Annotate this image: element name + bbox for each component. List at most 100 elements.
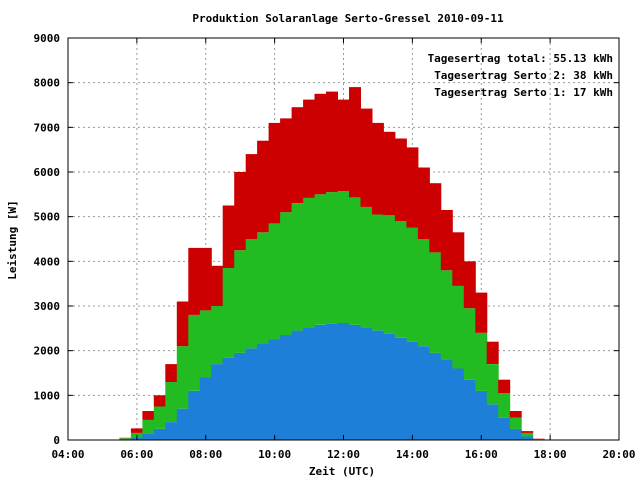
bar-segment <box>349 197 361 325</box>
bar-segment <box>463 379 476 440</box>
x-tick-label: 18:00 <box>534 448 567 461</box>
x-tick-label: 04:00 <box>51 448 84 461</box>
bars <box>119 87 545 440</box>
x-tick-label: 12:00 <box>327 448 360 461</box>
legend-entry: Tagesertrag total: 55.13 kWh <box>428 52 613 65</box>
bar-segment <box>394 138 407 222</box>
bar-segment <box>440 210 453 271</box>
bar-segment <box>176 408 189 440</box>
bar-segment <box>394 221 407 338</box>
bar-segment <box>303 327 316 440</box>
bar-segment <box>199 377 212 440</box>
bar-segment <box>383 131 396 216</box>
x-tick-label: 08:00 <box>189 448 222 461</box>
legend-entry: Tagesertrag Serto 2: 38 kWh <box>434 69 613 82</box>
bar-segment <box>291 107 304 204</box>
bar-segment <box>245 239 258 349</box>
bar-segment <box>371 214 384 331</box>
bar-segment <box>521 436 534 440</box>
bar-segment <box>153 395 166 407</box>
bar-segment <box>509 411 522 418</box>
bar-segment <box>417 167 430 239</box>
bar-segment <box>268 223 281 340</box>
bar-segment <box>360 206 373 328</box>
bar-segment <box>463 308 476 380</box>
bar-segment <box>199 247 212 311</box>
x-tick-label: 20:00 <box>602 448 635 461</box>
bar-segment <box>188 247 201 315</box>
bar-segment <box>280 118 293 213</box>
bar-segment <box>326 91 338 193</box>
y-axis: 0 1000 2000 3000 4000 5000 6000 7000 8000 9000 <box>34 32 619 447</box>
bar-segment <box>429 252 442 353</box>
bar-segment <box>142 411 155 420</box>
bar-segment <box>452 368 465 440</box>
x-axis-label: Zeit (UTC) <box>309 465 375 478</box>
bar-segment <box>257 344 270 440</box>
bar-segment <box>165 381 178 423</box>
bar-segment <box>303 197 316 328</box>
bar-segment <box>417 239 430 347</box>
y-tick-label: 8000 <box>34 77 61 90</box>
bar-segment <box>326 192 338 324</box>
bar-segment <box>452 232 465 286</box>
bar-segment <box>394 337 407 440</box>
bar-segment <box>211 364 224 440</box>
bar-segment <box>337 99 350 192</box>
bar-segment <box>314 93 327 195</box>
y-tick-label: 7000 <box>34 121 61 134</box>
bar-segment <box>234 172 247 251</box>
y-tick-label: 9000 <box>34 32 61 45</box>
bar-segment <box>521 432 534 437</box>
bar-segment <box>245 154 258 239</box>
y-tick-label: 4000 <box>34 255 61 268</box>
bar-segment <box>509 428 522 440</box>
bar-segment <box>486 341 499 364</box>
bar-segment <box>383 215 396 334</box>
bar-segment <box>371 330 384 440</box>
bar-segment <box>417 346 430 440</box>
bar-segment <box>142 433 155 440</box>
bar-segment <box>142 419 155 434</box>
bar-segment <box>211 306 224 365</box>
bar-segment <box>429 352 442 440</box>
legend: Tagesertrag total: 55.13 kWh Tagesertrag … <box>428 52 613 99</box>
bar-segment <box>222 205 235 268</box>
bar-segment <box>188 390 201 440</box>
bar-segment <box>498 393 511 418</box>
bar-segment <box>176 346 189 409</box>
bar-segment <box>303 99 316 198</box>
y-tick-label: 0 <box>53 434 60 447</box>
y-tick-label: 6000 <box>34 166 61 179</box>
x-tick-label: 06:00 <box>120 448 153 461</box>
bar-segment <box>211 265 224 306</box>
bar-segment <box>257 232 270 344</box>
bar-segment <box>222 357 235 440</box>
bar-segment <box>337 191 350 323</box>
bar-segment <box>245 348 258 440</box>
bar-segment <box>475 390 488 440</box>
y-tick-label: 5000 <box>34 211 61 224</box>
bar-segment <box>130 428 143 433</box>
bar-segment <box>440 359 453 440</box>
bar-segment <box>257 140 270 233</box>
bar-segment <box>326 323 338 440</box>
bar-segment <box>280 335 293 440</box>
bar-segment <box>360 108 373 207</box>
bar-segment <box>280 212 293 335</box>
bar-segment <box>234 352 247 440</box>
bar-segment <box>475 292 488 333</box>
bar-segment <box>475 332 488 391</box>
bar-segment <box>349 87 361 198</box>
bar-segment <box>349 324 361 440</box>
bar-segment <box>188 314 201 391</box>
y-axis-label: Leistung [W] <box>6 200 19 279</box>
bar-segment <box>383 333 396 440</box>
x-tick-label: 14:00 <box>396 448 429 461</box>
bar-segment <box>486 404 499 440</box>
y-tick-label: 3000 <box>34 300 61 313</box>
bar-segment <box>429 183 442 253</box>
bar-segment <box>222 268 235 358</box>
bar-segment <box>165 364 178 382</box>
